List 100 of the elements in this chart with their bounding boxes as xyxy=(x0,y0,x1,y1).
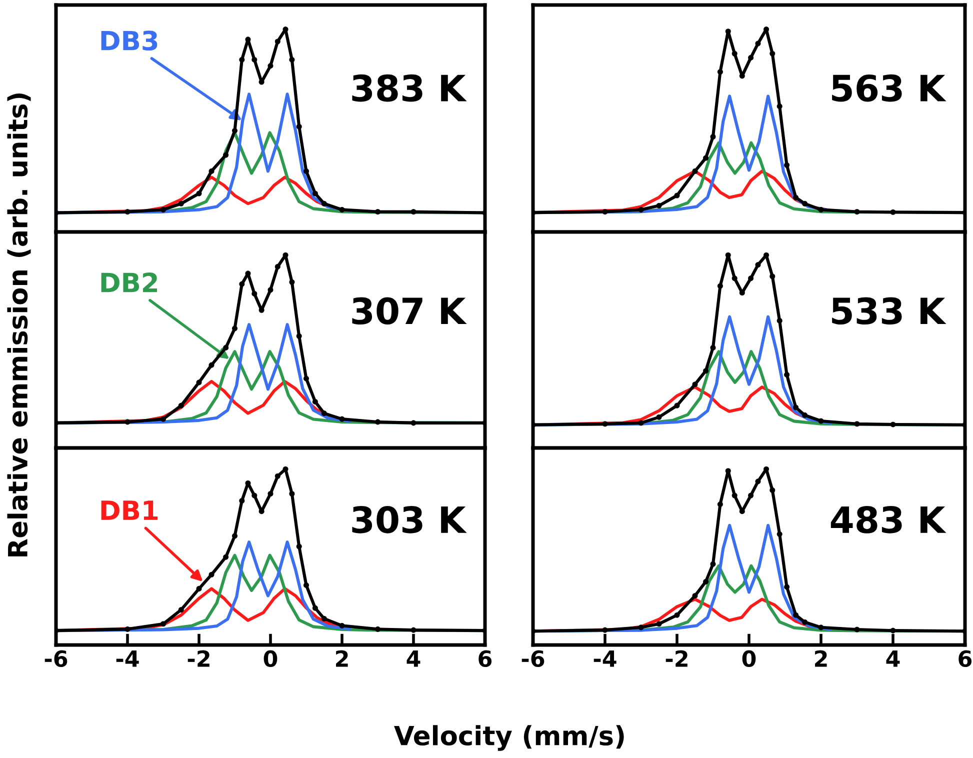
point xyxy=(232,128,238,134)
point xyxy=(602,421,608,427)
point xyxy=(289,279,295,285)
x-tick-label: 0 xyxy=(742,650,756,668)
annotation: 533 K xyxy=(832,297,946,325)
point xyxy=(784,372,790,378)
point xyxy=(296,124,302,130)
point xyxy=(196,190,202,196)
point xyxy=(124,626,130,632)
point xyxy=(818,624,824,630)
point xyxy=(268,287,274,293)
point xyxy=(252,492,258,498)
point xyxy=(303,582,310,588)
point xyxy=(602,208,608,215)
point xyxy=(339,416,345,422)
point xyxy=(776,104,782,110)
point xyxy=(784,162,790,168)
point xyxy=(717,283,723,289)
point xyxy=(710,134,716,140)
x-tick-label: 6 xyxy=(958,650,972,668)
y-axis-title: Relative emmission (arb. units) xyxy=(7,94,31,556)
point xyxy=(802,619,808,625)
point xyxy=(755,40,761,46)
point xyxy=(818,418,824,424)
x-tick-label: -2 xyxy=(188,650,210,667)
point xyxy=(776,531,782,537)
point xyxy=(289,56,295,62)
point xyxy=(692,168,698,174)
point xyxy=(232,533,238,539)
point xyxy=(296,333,302,339)
point xyxy=(854,208,860,215)
point xyxy=(674,192,680,198)
point xyxy=(252,290,258,296)
annotation: 483 K xyxy=(830,506,946,534)
point xyxy=(776,318,782,324)
point xyxy=(303,168,310,174)
point xyxy=(854,626,860,632)
point xyxy=(239,498,245,504)
point xyxy=(854,421,860,427)
point xyxy=(321,200,327,206)
point xyxy=(160,621,166,627)
point xyxy=(732,276,738,282)
point xyxy=(656,621,662,627)
annotation: 307 K xyxy=(352,297,467,325)
point xyxy=(818,206,824,212)
point xyxy=(802,200,808,206)
point xyxy=(339,622,345,628)
x-tick-label: 0 xyxy=(264,650,278,668)
point xyxy=(703,578,709,584)
x-tick-label: 2 xyxy=(336,650,348,667)
point xyxy=(196,380,202,386)
x-tick-label: 4 xyxy=(406,650,420,667)
point xyxy=(410,420,416,426)
point xyxy=(638,624,644,630)
annotation: 383 K xyxy=(352,74,467,102)
x-axis-title: Velocity (mm/s) xyxy=(394,725,624,751)
point xyxy=(124,208,130,215)
point xyxy=(717,502,723,508)
point xyxy=(748,54,754,60)
point xyxy=(321,616,327,622)
annotation: DB2 xyxy=(101,272,157,292)
point xyxy=(321,410,327,416)
annotation: 563 K xyxy=(832,74,946,102)
point xyxy=(770,274,776,280)
point xyxy=(208,572,214,578)
point xyxy=(178,200,184,206)
point xyxy=(717,69,723,75)
x-tick-label: 2 xyxy=(815,650,827,667)
point xyxy=(784,584,790,590)
point xyxy=(223,152,229,158)
x-tick-label: -4 xyxy=(594,650,616,667)
point xyxy=(770,487,776,493)
point xyxy=(312,398,318,404)
x-tick-label: -4 xyxy=(116,650,139,667)
point xyxy=(196,586,202,592)
point xyxy=(410,208,416,215)
x-tick-label: -6 xyxy=(44,650,68,668)
point xyxy=(748,276,754,282)
point xyxy=(755,478,761,484)
point xyxy=(208,168,214,174)
point xyxy=(232,326,238,332)
point xyxy=(124,419,130,425)
point xyxy=(890,628,896,634)
point xyxy=(703,368,709,374)
point xyxy=(178,402,184,408)
point xyxy=(274,473,280,479)
point xyxy=(638,420,644,426)
point xyxy=(674,402,680,408)
point xyxy=(755,262,761,268)
annotation: DB1 xyxy=(101,500,158,520)
point xyxy=(239,56,245,62)
point xyxy=(732,50,738,56)
point xyxy=(692,382,698,388)
point xyxy=(268,490,274,497)
point xyxy=(656,202,662,208)
point xyxy=(793,612,799,618)
point xyxy=(656,414,662,420)
point xyxy=(802,412,808,418)
point xyxy=(602,627,608,633)
point xyxy=(312,190,318,196)
